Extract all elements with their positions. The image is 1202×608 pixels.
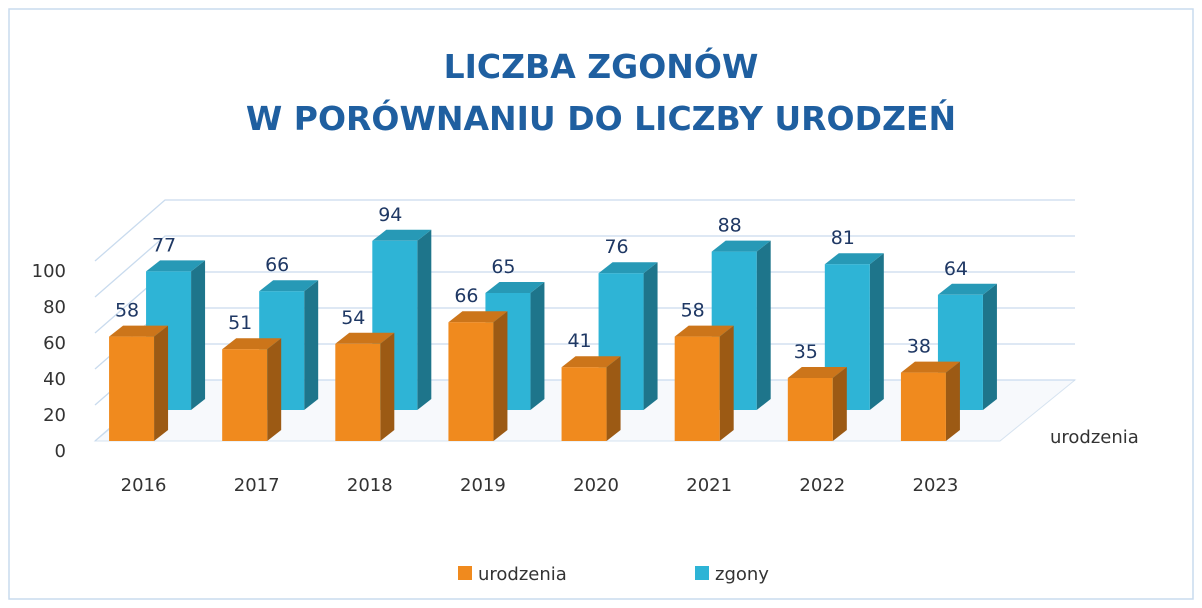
bar: [109, 336, 155, 441]
y-tick-label: 80: [43, 297, 66, 318]
value-label: 51: [228, 312, 252, 334]
bar: [674, 336, 720, 441]
y-tick-label: 0: [55, 441, 66, 462]
value-label: 77: [152, 234, 176, 256]
value-label: 38: [907, 336, 931, 358]
bar: [222, 349, 268, 441]
bar-top: [335, 332, 395, 344]
bar-side: [493, 311, 508, 441]
x-tick-label: 2018: [347, 475, 393, 496]
x-tick-label: 2022: [799, 475, 845, 496]
bar: [448, 322, 494, 441]
bar-side: [191, 260, 206, 410]
bar-side: [154, 325, 169, 441]
bar-side: [304, 280, 319, 410]
bar-side: [945, 361, 960, 441]
value-label: 35: [794, 341, 818, 363]
bar-top: [485, 282, 545, 293]
bar-side: [869, 253, 884, 410]
bar: [900, 372, 946, 441]
value-label: 64: [944, 258, 968, 280]
bar-top: [787, 367, 847, 378]
x-tick-label: 2023: [913, 475, 959, 496]
value-label: 81: [831, 227, 855, 249]
legend-label: zgony: [715, 564, 769, 585]
chart-title: LICZBA ZGONÓW: [444, 46, 759, 86]
bar-top: [937, 283, 997, 295]
value-label: 58: [115, 300, 139, 322]
bar-top: [259, 280, 319, 292]
x-tick-label: 2017: [234, 475, 280, 496]
legend-swatch: [695, 566, 709, 580]
x-tick-label: 2016: [121, 475, 167, 496]
depth-label: urodzenia: [1050, 427, 1139, 448]
x-tick-label: 2021: [686, 475, 732, 496]
bar-side: [380, 332, 395, 441]
value-label: 54: [341, 307, 365, 329]
y-tick-label: 100: [32, 261, 66, 282]
bar-side: [756, 240, 771, 410]
x-tick-label: 2020: [573, 475, 619, 496]
value-label: 41: [567, 330, 591, 352]
value-label: 66: [454, 285, 478, 307]
bar: [335, 343, 381, 441]
bar: [787, 378, 833, 441]
grid-line: [94, 235, 1075, 298]
bar-side: [982, 283, 997, 410]
bar-top: [674, 325, 734, 337]
bar-side: [832, 367, 847, 441]
bar-top: [598, 262, 658, 274]
bar-top: [109, 325, 169, 337]
bar-top: [900, 361, 960, 373]
bar-side: [530, 282, 545, 410]
bar-side: [719, 325, 734, 441]
bar-side: [267, 338, 282, 441]
bar-top: [711, 240, 771, 252]
grid-line: [94, 199, 1075, 262]
y-tick-label: 40: [43, 369, 66, 390]
value-label: 65: [491, 256, 515, 278]
legend-swatch: [458, 566, 472, 580]
bar-side: [417, 229, 432, 410]
bar-top: [824, 253, 884, 265]
value-label: 66: [265, 254, 289, 276]
y-tick-label: 60: [43, 333, 66, 354]
bar-top: [372, 229, 432, 241]
value-label: 76: [604, 236, 628, 258]
bar-side: [643, 262, 658, 410]
value-label: 58: [681, 300, 705, 322]
bar-top: [448, 311, 508, 323]
chart-title: W PORÓWNANIU DO LICZBY URODZEŃ: [246, 98, 956, 138]
value-label: 88: [718, 215, 742, 237]
bar-top: [561, 356, 621, 368]
legend-label: urodzenia: [478, 564, 567, 585]
x-tick-label: 2019: [460, 475, 506, 496]
y-tick-label: 20: [43, 405, 66, 426]
bar-top: [146, 260, 206, 272]
bar: [561, 367, 607, 441]
bar-top: [222, 338, 282, 350]
value-label: 94: [378, 204, 402, 226]
bar-side: [606, 356, 621, 441]
